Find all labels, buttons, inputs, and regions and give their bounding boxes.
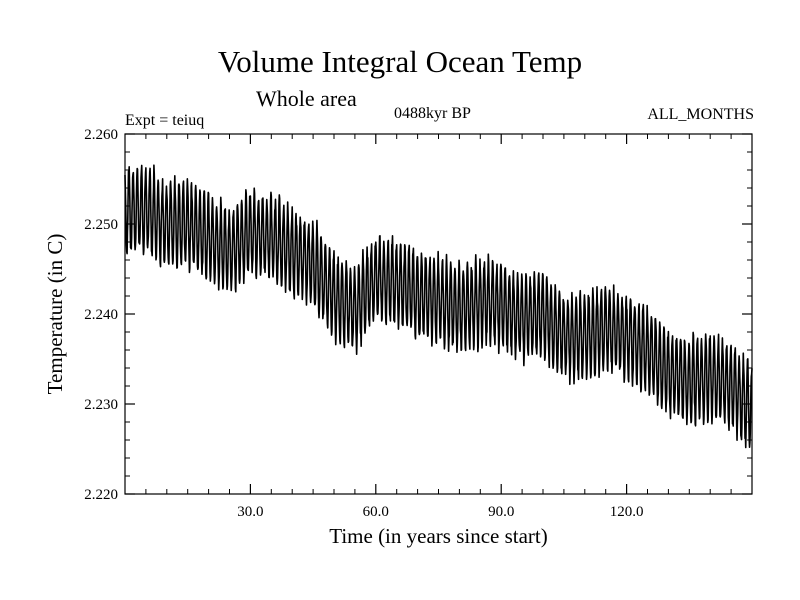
x-tick-label: 120.0 (610, 504, 644, 520)
y-tick-label: 2.220 (84, 487, 118, 503)
x-tick-label: 30.0 (237, 504, 263, 520)
chart-title: Volume Integral Ocean Temp (217, 44, 583, 79)
y-tick-label: 2.230 (84, 397, 118, 413)
y-tick-label: 2.240 (84, 307, 118, 323)
series-line (124, 164, 753, 449)
y-axis-label: Temperature (in C) (43, 234, 67, 395)
season-label: ALL_MONTHS (647, 106, 754, 123)
plot-frame (124, 133, 753, 495)
period-label: 0488kyr BP (394, 105, 471, 122)
tick-labels: 30.0 60.0 90.0 120.0 2.220 2.230 2.240 2.250 2.2… (84, 127, 643, 520)
chart-subtitle: Whole area (256, 86, 357, 111)
major-ticks (125, 133, 752, 495)
x-tick-label: 60.0 (363, 504, 389, 520)
y-tick-label: 2.260 (84, 127, 118, 143)
minor-ticks (125, 134, 752, 494)
experiment-label: Expt = teiuq (125, 112, 205, 129)
x-axis-label: Time (in years since start) (329, 524, 548, 548)
x-tick-label: 90.0 (488, 504, 514, 520)
y-tick-label: 2.250 (84, 217, 118, 233)
